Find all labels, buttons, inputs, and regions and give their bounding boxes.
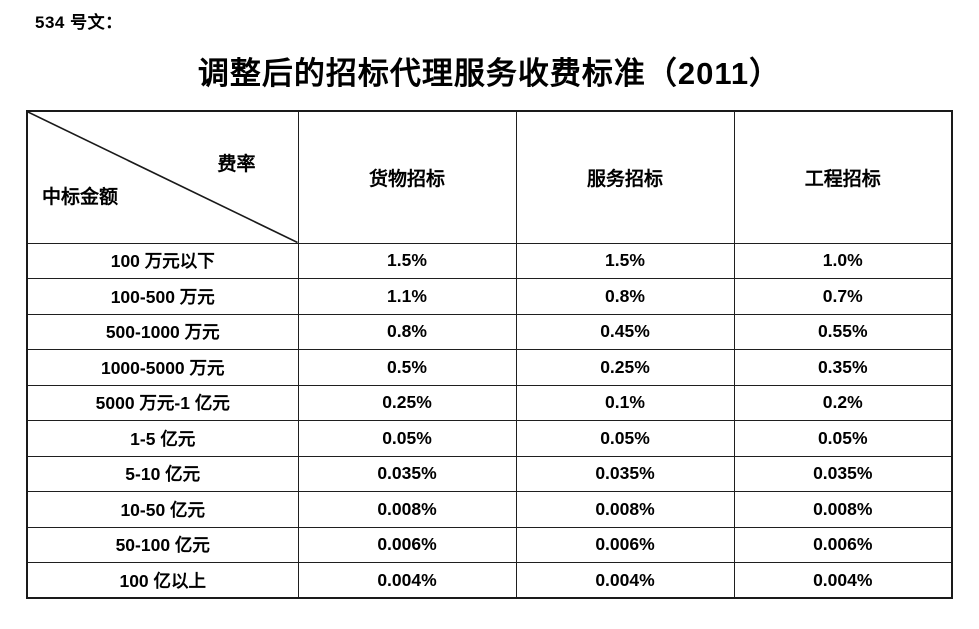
column-header-goods: 货物招标: [297, 110, 517, 244]
table-row: 5000 万元-1 亿元 0.25% 0.1% 0.2%: [26, 384, 953, 421]
rate-cell: 0.2%: [733, 384, 953, 421]
rate-cell: 0.008%: [515, 491, 735, 528]
fee-table-body: 100 万元以下 1.5% 1.5% 1.0% 100-500 万元 1.1% 0.8% 0.…: [26, 242, 953, 599]
table-row: 1-5 亿元 0.05% 0.05% 0.05%: [26, 420, 953, 457]
rate-cell: 0.7%: [733, 278, 953, 315]
rate-cell: 0.035%: [515, 455, 735, 492]
page-title: 调整后的招标代理服务收费标准（2011）: [197, 56, 782, 91]
table-row: 1000-5000 万元 0.5% 0.25% 0.35%: [26, 349, 953, 386]
rate-cell: 0.004%: [515, 562, 735, 599]
rate-cell: 0.5%: [297, 349, 517, 386]
column-header-services: 服务招标: [515, 110, 735, 244]
amount-cell: 1000-5000 万元: [26, 349, 299, 386]
amount-cell: 1-5 亿元: [26, 420, 299, 457]
rate-cell: 0.035%: [733, 455, 953, 492]
diagonal-corner-cell: 费率 中标金额: [26, 110, 299, 244]
rate-cell: 0.05%: [733, 420, 953, 457]
rate-cell: 1.5%: [297, 242, 517, 279]
rate-cell: 0.1%: [515, 384, 735, 421]
table-row: 100-500 万元 1.1% 0.8% 0.7%: [26, 278, 953, 315]
header-row: 费率 中标金额 货物招标 服务招标 工程招标: [26, 110, 953, 244]
rate-cell: 0.45%: [515, 313, 735, 350]
rate-cell: 0.008%: [297, 491, 517, 528]
diagonal-line: [28, 112, 297, 242]
amount-cell: 50-100 亿元: [26, 526, 299, 563]
rate-cell: 0.004%: [297, 562, 517, 599]
rate-cell: 0.05%: [297, 420, 517, 457]
corner-label-rate: 费率: [217, 154, 256, 175]
rate-cell: 0.035%: [297, 455, 517, 492]
amount-cell: 10-50 亿元: [26, 491, 299, 528]
rate-cell: 0.35%: [733, 349, 953, 386]
amount-cell: 100 亿以上: [26, 562, 299, 599]
rate-cell: 0.004%: [733, 562, 953, 599]
table-row: 10-50 亿元 0.008% 0.008% 0.008%: [26, 491, 953, 528]
table-row: 50-100 亿元 0.006% 0.006% 0.006%: [26, 526, 953, 563]
rate-cell: 0.008%: [733, 491, 953, 528]
table-row: 5-10 亿元 0.035% 0.035% 0.035%: [26, 455, 953, 492]
table-row: 500-1000 万元 0.8% 0.45% 0.55%: [26, 313, 953, 350]
rate-cell: 0.8%: [515, 278, 735, 315]
corner-label-amount: 中标金额: [42, 186, 119, 208]
amount-cell: 100-500 万元: [26, 278, 299, 315]
rate-cell: 0.006%: [297, 526, 517, 563]
doc-reference: 534 号文：: [35, 13, 123, 32]
rate-cell: 1.0%: [733, 242, 953, 279]
amount-cell: 500-1000 万元: [26, 313, 299, 350]
table-row: 100 万元以下 1.5% 1.5% 1.0%: [26, 242, 953, 279]
fee-standard-table: 费率 中标金额 货物招标 服务招标 工程招标 100 万元以下 1.5% 1.5% 1…: [26, 110, 953, 599]
amount-cell: 5-10 亿元: [26, 455, 299, 492]
table-row: 100 亿以上 0.004% 0.004% 0.004%: [26, 562, 953, 599]
rate-cell: 0.25%: [297, 384, 517, 421]
amount-cell: 5000 万元-1 亿元: [26, 384, 299, 421]
rate-cell: 0.8%: [297, 313, 517, 350]
rate-cell: 1.5%: [515, 242, 735, 279]
amount-cell: 100 万元以下: [26, 242, 299, 279]
rate-cell: 0.25%: [515, 349, 735, 386]
rate-cell: 0.05%: [515, 420, 735, 457]
rate-cell: 1.1%: [297, 278, 517, 315]
rate-cell: 0.55%: [733, 313, 953, 350]
rate-cell: 0.006%: [515, 526, 735, 563]
rate-cell: 0.006%: [733, 526, 953, 563]
column-header-engineering: 工程招标: [733, 110, 953, 244]
